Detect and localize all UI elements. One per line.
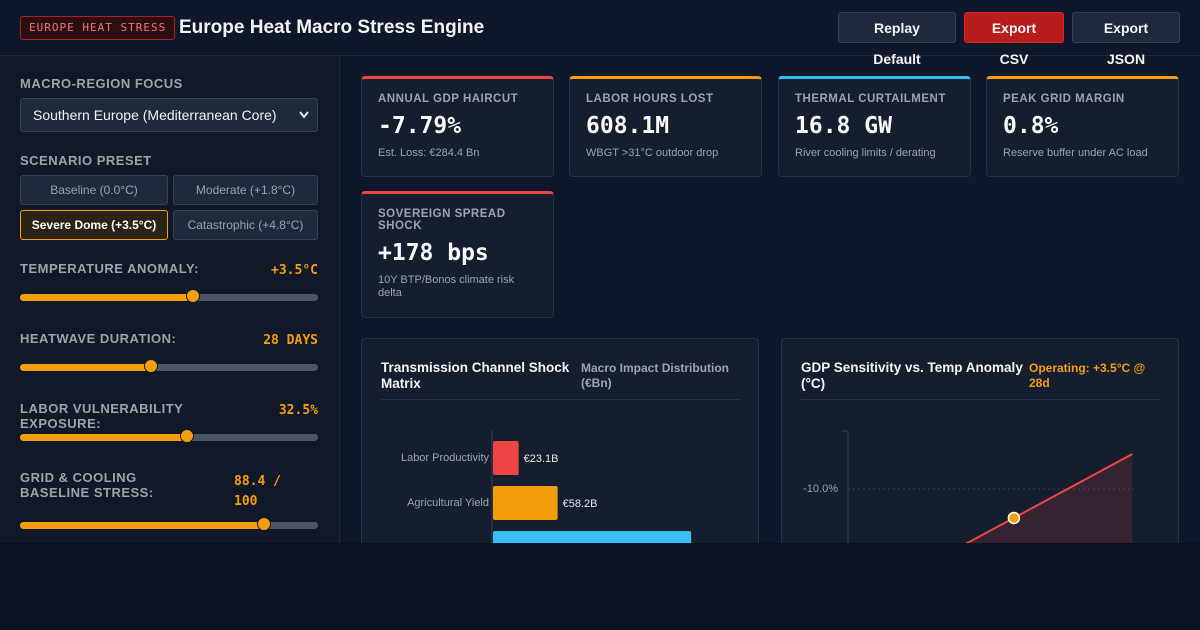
line-chart: -10.0% [803, 430, 1134, 543]
operating-point [1007, 511, 1021, 525]
kpi-note: River cooling limits / derating [795, 147, 936, 159]
kpi-value: +178 bps [378, 240, 489, 266]
slider-track[interactable] [20, 359, 318, 373]
slider-value: 88.4 / 100 [234, 474, 281, 509]
kpi-card: LABOR HOURS LOST 608.1M WBGT >31°C outdoor… [569, 76, 762, 177]
region-select[interactable]: Southern Europe (Mediterranean Core) [20, 98, 318, 132]
slider-value: +3.5°C [271, 263, 318, 278]
area [967, 454, 1133, 543]
panel-subtitle: Macro Impact Distribution (€Bn) [581, 361, 730, 390]
bar [493, 531, 692, 543]
kpi-label: THERMAL CURTAILMENT [795, 93, 946, 105]
region-label: MACRO-REGION FOCUS [20, 76, 183, 91]
kpi-label: ANNUAL GDP HAIRCUT [378, 93, 519, 105]
slider-fill [20, 294, 193, 301]
kpi-value: -7.79% [378, 113, 462, 139]
slider-thumb[interactable] [179, 429, 194, 443]
value-label: €23.1B [524, 453, 559, 465]
kpi-value: 0.8% [1003, 113, 1059, 139]
bar-label: Agricultural Yield [407, 497, 489, 509]
select-value: Southern Europe (Mediterranean Core) [33, 107, 277, 123]
slider-fill [20, 434, 187, 441]
slider-track[interactable] [20, 289, 318, 303]
kpi-note: WBGT >31°C outdoor drop [586, 147, 719, 159]
kpi-card: THERMAL CURTAILMENT 16.8 GW River cooling … [778, 76, 971, 177]
slider-label: GRID & COOLING BASELINE STRESS: [20, 470, 154, 500]
shock-panel: Transmission Channel Shock Matrix Macro … [361, 338, 759, 543]
preset-button[interactable]: Catastrophic (+4.8°C) [173, 210, 318, 240]
line [965, 453, 1133, 543]
panel-title: GDP Sensitivity vs. Temp Anomaly (°C) [801, 360, 1023, 391]
bar-label: Labor Productivity [401, 452, 490, 464]
preset-button[interactable]: Baseline (0.0°C) [20, 175, 168, 205]
header-button[interactable]: Replay Default [838, 12, 956, 67]
kpi-note: 10Y BTP/Bonos climate risk delta [378, 274, 515, 299]
chevron [299, 111, 309, 119]
slider-label: TEMPERATURE ANOMALY: [20, 261, 199, 276]
slider-thumb[interactable] [257, 517, 272, 531]
slider-value: 28 DAYS [263, 333, 318, 348]
kpi-note: Est. Loss: €284.4 Bn [378, 147, 480, 159]
value-label: €58.2B [563, 498, 598, 510]
slider-thumb[interactable] [144, 359, 159, 373]
bar [493, 441, 519, 475]
kpi-value: 608.1M [586, 113, 670, 139]
kpi-label: LABOR HOURS LOST [586, 93, 714, 105]
bar [493, 486, 558, 520]
slider-track[interactable] [20, 429, 318, 443]
slider-fill [20, 364, 152, 371]
panel-title: Transmission Channel Shock Matrix [381, 360, 570, 391]
bar-chart: Labor Productivity €23.1B Agricultural Yie… [380, 431, 737, 543]
header-button[interactable]: Export JSON [1072, 12, 1180, 67]
badge: EUROPE HEAT STRESS [20, 16, 176, 40]
slider-value: 32.5% [278, 403, 318, 418]
preset-button[interactable]: Moderate (+1.8°C) [173, 175, 318, 205]
header-button[interactable]: Export CSV [964, 12, 1064, 67]
kpi-card: PEAK GRID MARGIN 0.8% Reserve buffer under… [986, 76, 1179, 177]
preset-label: SCENARIO PRESET [20, 153, 152, 168]
kpi-label: PEAK GRID MARGIN [1003, 93, 1125, 105]
slider-label: HEATWAVE DURATION: [20, 331, 177, 346]
divider [801, 399, 1161, 400]
kpi-value: 16.8 GW [795, 113, 892, 139]
slider-label: LABOR VULNERABILITY EXPOSURE: [20, 401, 184, 431]
gdp-panel: GDP Sensitivity vs. Temp Anomaly (°C) Op… [781, 338, 1179, 543]
slider-fill [20, 522, 265, 529]
kpi-card: ANNUAL GDP HAIRCUT -7.79% Est. Loss: €284.… [361, 76, 554, 177]
annotation: Operating: +3.5°C @ 28d [1029, 361, 1146, 390]
y-tick-label: -10.0% [803, 483, 838, 495]
bar-label: Power Grid & Thermal [380, 542, 489, 543]
divider [381, 399, 741, 400]
kpi-note: Reserve buffer under AC load [1003, 147, 1148, 159]
slider-thumb[interactable] [185, 289, 200, 303]
kpi-label: SOVEREIGN SPREAD SHOCK [378, 208, 506, 232]
app-title: Europe Heat Macro Stress Engine [179, 17, 485, 38]
kpi-card: SOVEREIGN SPREAD SHOCK +178 bps 10Y BTP/Bo… [361, 191, 554, 318]
slider-track[interactable] [20, 517, 318, 531]
app: EUROPE HEAT STRESS Europe Heat Macro Str… [0, 12, 1200, 543]
preset-button[interactable]: Severe Dome (+3.5°C) [20, 210, 168, 240]
